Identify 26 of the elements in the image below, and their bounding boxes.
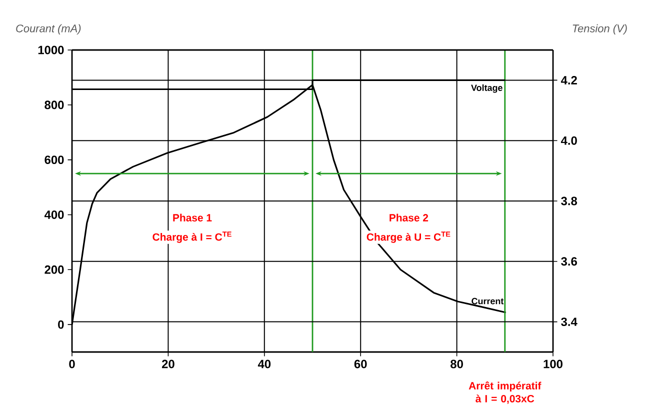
- y-tick-label: 0: [58, 320, 64, 329]
- x-tick-label: 40: [258, 360, 271, 368]
- x-tick-label: 20: [162, 360, 174, 368]
- y2-tick-label: 3.8: [561, 196, 578, 206]
- x-tick-label: 80: [450, 360, 463, 368]
- y-axis-title: Courant (mA): [16, 24, 81, 34]
- annotation: Charge à I = C$^{TE}$: [152, 232, 232, 243]
- y2-tick-label: 4.0: [560, 136, 577, 145]
- x-tick-label: 60: [354, 360, 367, 368]
- annotation: Phase 2: [390, 214, 428, 222]
- series-label: Voltage: [471, 84, 502, 93]
- x-tick-label: 0: [69, 360, 75, 368]
- x-tick-label: 100: [544, 360, 562, 368]
- y-tick-label: 1000: [38, 46, 64, 54]
- annotation: Charge à U = C$^{TE}$: [366, 232, 450, 243]
- series-label: Current: [472, 298, 504, 304]
- y-tick-label: 200: [44, 265, 64, 274]
- y-tick-label: 800: [44, 100, 64, 110]
- y-tick-label: 400: [44, 210, 64, 219]
- annotation: Phase 1: [173, 214, 212, 222]
- y2-tick-label: 3.6: [561, 257, 577, 266]
- y2-axis-title: Tension (V): [572, 24, 627, 34]
- text: Arrêt impératif à I = 0,03xC: [468, 382, 542, 404]
- y2-tick-label: 4.2: [560, 76, 577, 84]
- y-tick-label: 600: [44, 156, 64, 164]
- y2-tick-label: 3.4: [561, 318, 578, 326]
